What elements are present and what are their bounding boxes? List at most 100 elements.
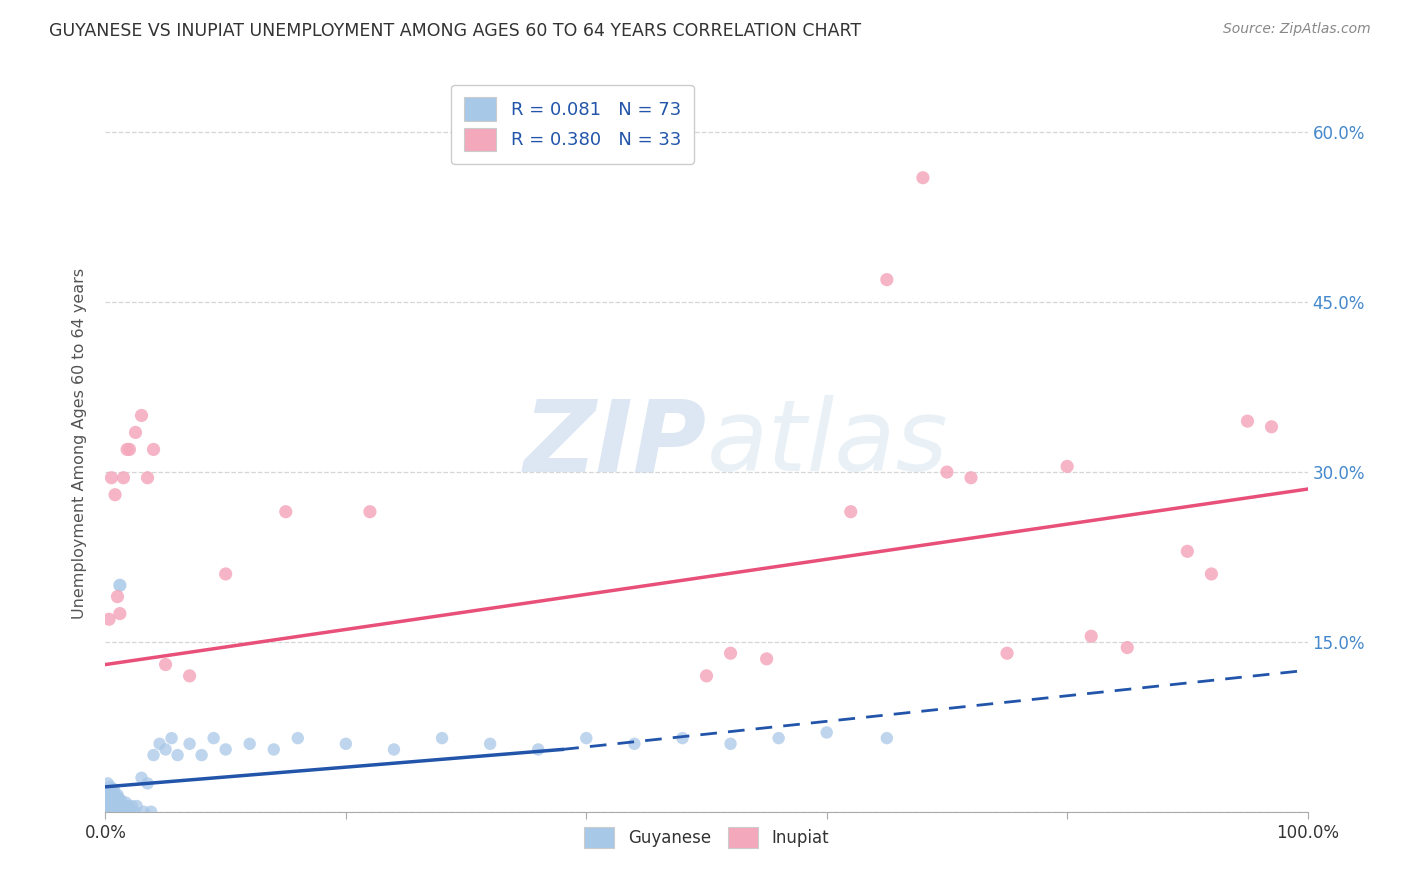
Point (382, 742, 405, 756)
Point (107, 791, 129, 805)
Point (100, 799, 122, 814)
Point (274, 505, 297, 519)
Point (105, 793, 128, 807)
Point (148, 737, 170, 751)
Point (108, 805, 131, 819)
Point (131, 771, 153, 785)
Text: ZIP: ZIP (523, 395, 707, 492)
Point (98, 805, 121, 819)
Legend: Guyanese, Inupiat: Guyanese, Inupiat (578, 820, 835, 855)
Point (104, 805, 127, 819)
Point (430, 731, 453, 746)
Point (287, 731, 309, 746)
Point (96, 788, 118, 802)
Point (671, 731, 693, 746)
Point (335, 737, 357, 751)
Point (768, 731, 790, 746)
Point (839, 505, 862, 519)
Point (876, 272, 898, 286)
Point (105, 805, 128, 819)
Point (359, 505, 381, 519)
Text: Source: ZipAtlas.com: Source: ZipAtlas.com (1223, 22, 1371, 37)
Point (118, 442, 141, 457)
Point (97, 776, 120, 790)
Point (112, 471, 135, 485)
Point (263, 742, 285, 756)
Point (139, 805, 162, 819)
Text: GUYANESE VS INUPIAT UNEMPLOYMENT AMONG AGES 60 TO 64 YEARS CORRELATION CHART: GUYANESE VS INUPIAT UNEMPLOYMENT AMONG A… (49, 22, 862, 40)
Point (1116, 640, 1139, 655)
Point (696, 669, 718, 683)
Point (98, 791, 121, 805)
Point (960, 471, 983, 485)
Point (112, 799, 135, 814)
Point (98, 805, 121, 819)
Point (479, 737, 502, 751)
Point (115, 442, 138, 457)
Point (190, 748, 212, 763)
Point (101, 805, 124, 819)
Point (720, 737, 742, 751)
Point (110, 805, 132, 819)
Point (136, 471, 159, 485)
Point (155, 657, 177, 672)
Point (1056, 459, 1078, 474)
Point (1236, 414, 1258, 428)
Point (155, 742, 177, 756)
Point (179, 737, 201, 751)
Point (124, 805, 146, 819)
Point (125, 799, 148, 814)
Text: atlas: atlas (707, 395, 948, 492)
Point (97, 805, 120, 819)
Point (114, 805, 136, 819)
Point (103, 793, 125, 807)
Point (107, 788, 129, 802)
Point (118, 805, 141, 819)
Point (1177, 544, 1199, 558)
Point (110, 793, 132, 807)
Point (96, 799, 118, 814)
Point (575, 731, 598, 746)
Point (214, 566, 236, 581)
Point (124, 425, 146, 440)
Point (100, 805, 122, 819)
Point (104, 799, 127, 814)
Point (117, 799, 139, 814)
Point (202, 731, 225, 746)
Point (1080, 629, 1102, 643)
Point (100, 471, 122, 485)
Point (108, 607, 131, 621)
Point (911, 170, 934, 185)
Point (142, 442, 165, 457)
Point (166, 748, 188, 763)
Point (160, 731, 183, 746)
Point (876, 731, 898, 746)
Point (132, 805, 155, 819)
Point (1260, 419, 1282, 434)
Point (101, 784, 124, 798)
Point (108, 796, 131, 810)
Point (107, 590, 129, 604)
Point (107, 805, 129, 819)
Point (101, 796, 124, 810)
Point (98, 784, 121, 798)
Point (111, 805, 134, 819)
Point (104, 488, 127, 502)
Point (214, 742, 236, 756)
Point (107, 805, 129, 819)
Point (121, 799, 143, 814)
Point (815, 725, 838, 739)
Point (995, 646, 1018, 660)
Point (936, 465, 959, 479)
Point (98, 612, 121, 626)
Point (115, 805, 138, 819)
Point (103, 805, 125, 819)
Point (1201, 566, 1223, 581)
Point (103, 782, 125, 797)
Point (136, 776, 159, 790)
Point (97, 793, 120, 807)
Point (104, 788, 127, 802)
Point (94, 805, 117, 819)
Point (142, 748, 165, 763)
Point (131, 409, 153, 423)
